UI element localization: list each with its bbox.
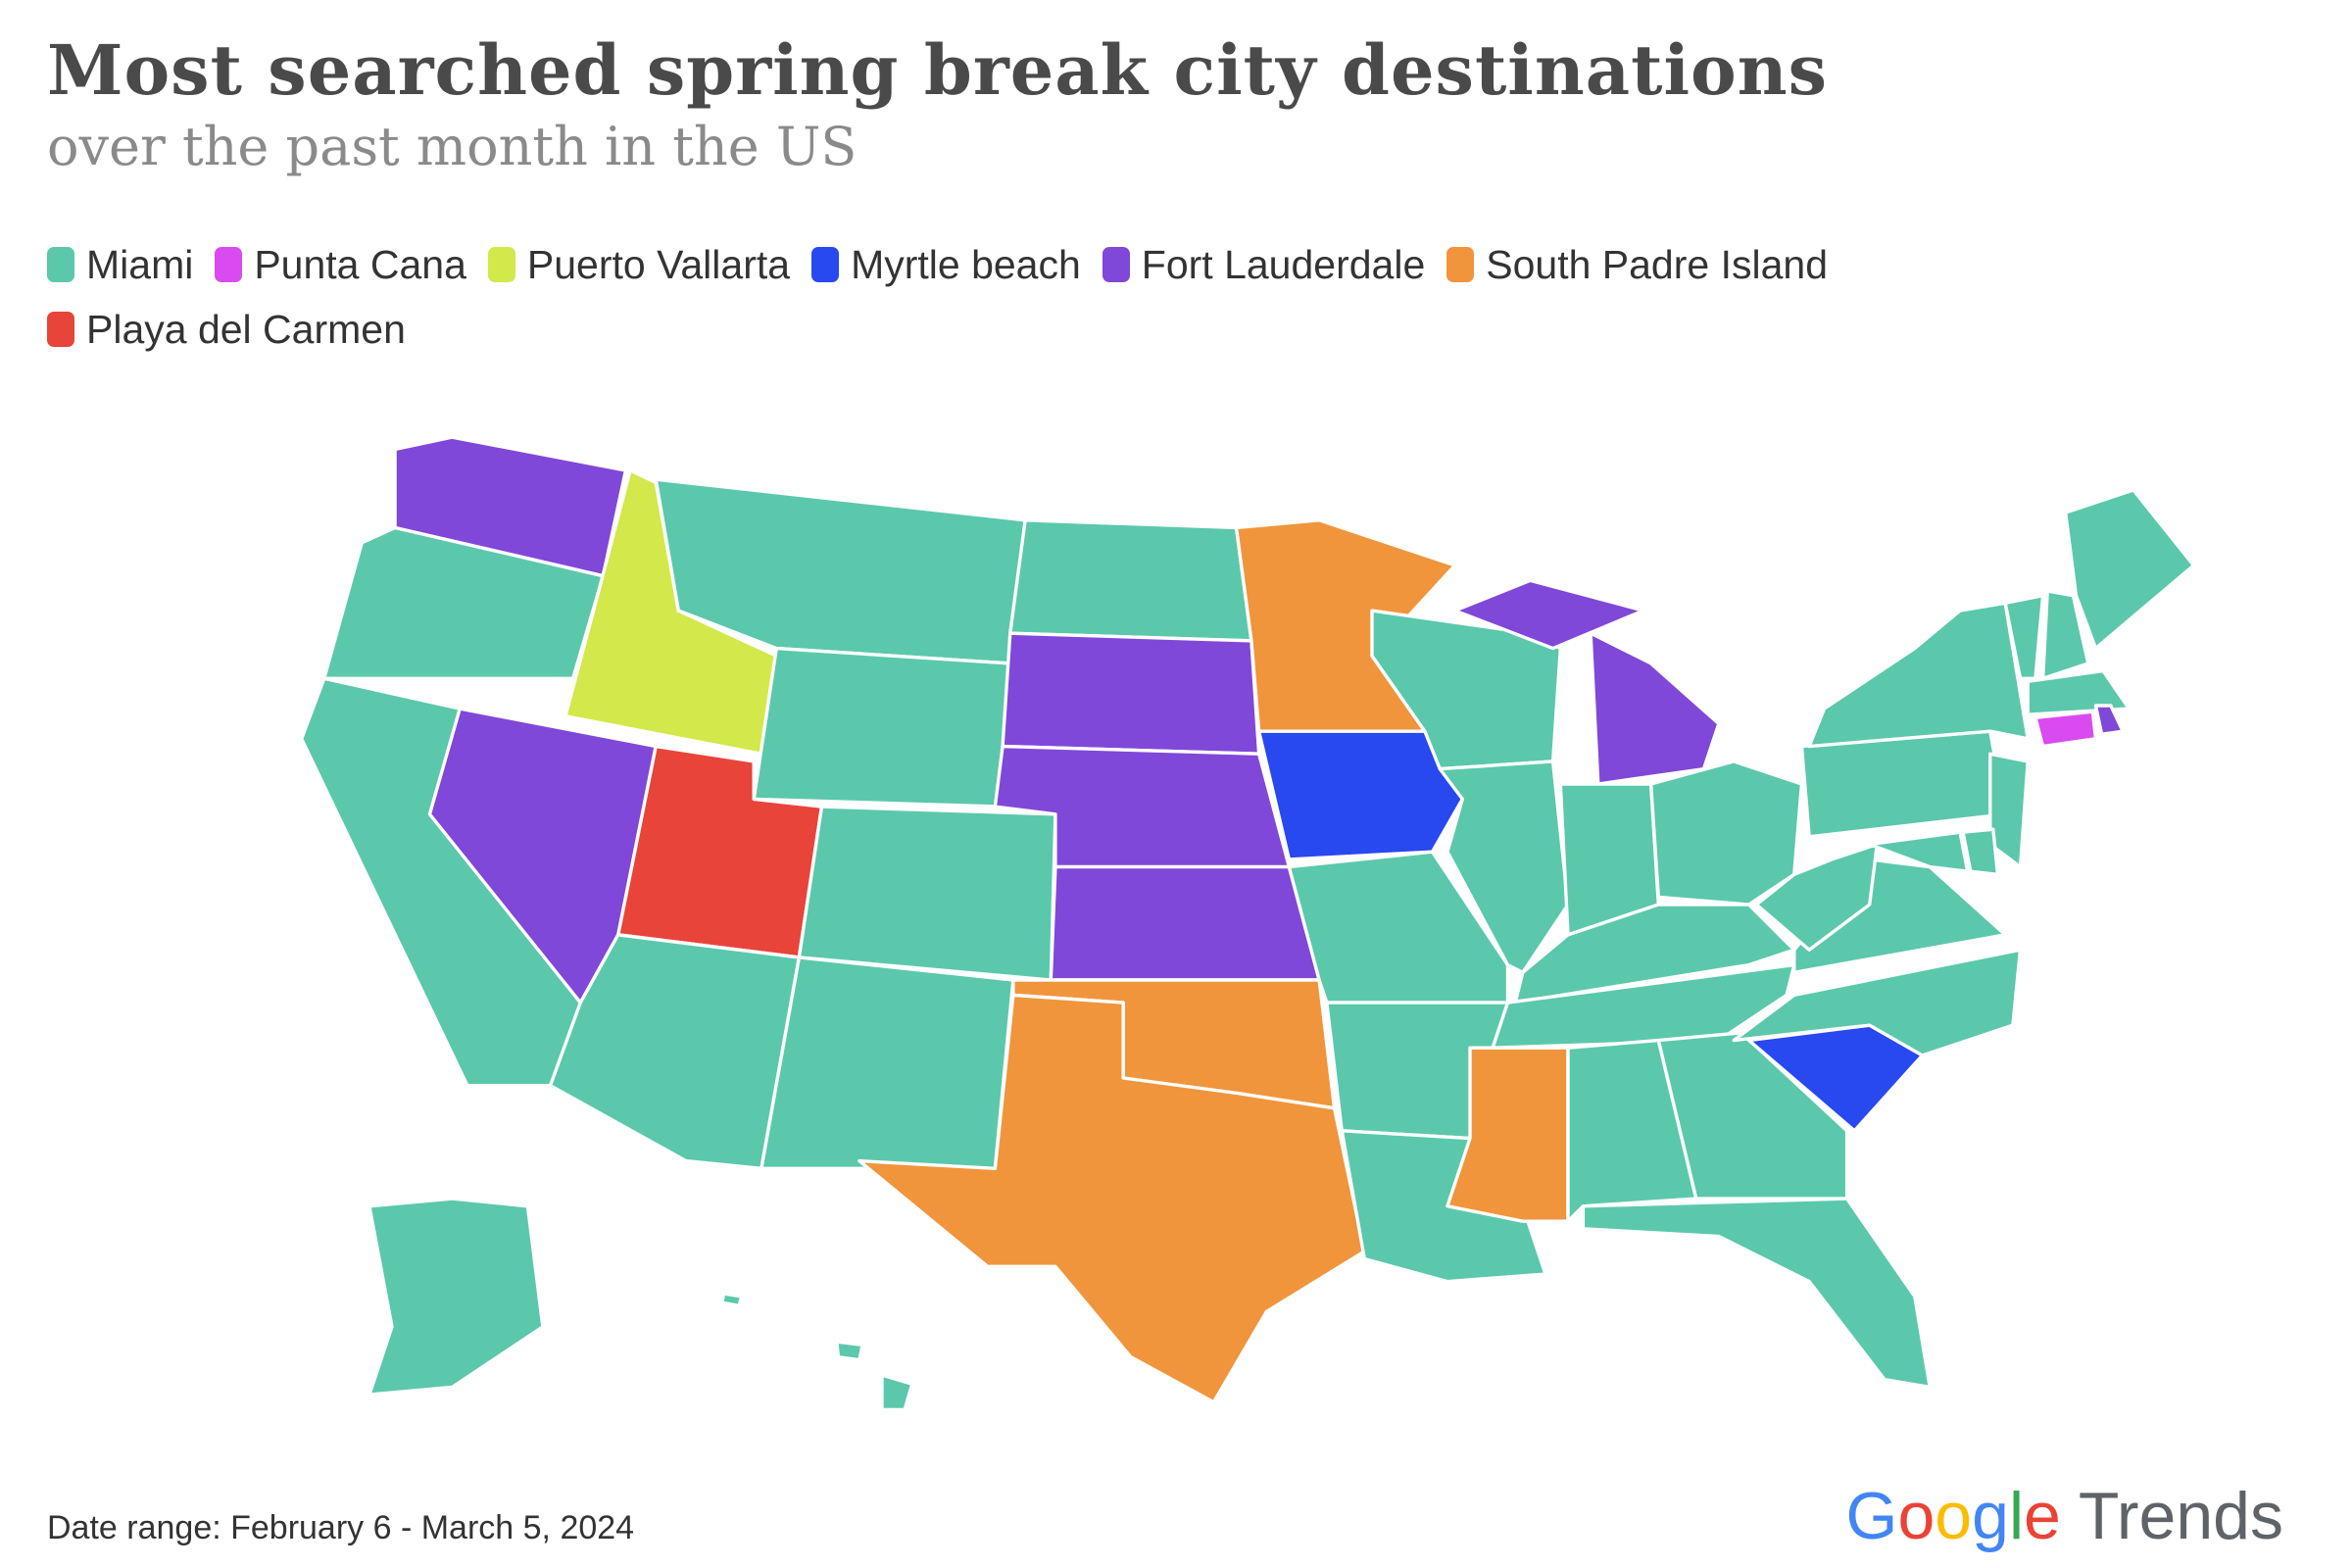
state-or [322, 525, 606, 681]
state-hi [880, 1373, 914, 1412]
state-nj [1988, 752, 2030, 869]
state-ri [2093, 704, 2125, 736]
legend-label: Playa del Carmen [86, 306, 406, 352]
legend: Miami Punta Cana Puerto Vallarta Myrtle … [47, 239, 2203, 355]
legend-label: Puerto Vallarta [526, 241, 791, 287]
google-trends-logo: Google Trends [1846, 1478, 2283, 1554]
legend-label: South Padre Island [1486, 241, 1828, 287]
state-de [1961, 827, 2000, 877]
state-nh [2040, 589, 2090, 681]
state-tx [858, 993, 1366, 1404]
legend-item-punta-cana: Punta Cana [215, 239, 466, 290]
state-mi [1589, 631, 1721, 786]
state-ia [1256, 729, 1464, 861]
legend-swatch [215, 247, 243, 282]
state-nm [760, 956, 1015, 1170]
state-co [797, 805, 1057, 982]
state-ak [368, 1197, 545, 1396]
state-hi [720, 1292, 744, 1307]
state-wy [752, 646, 1012, 808]
google-wordmark: Google [1845, 1479, 2061, 1553]
date-range: Date range: February 6 - March 5, 2024 [47, 1509, 635, 1546]
legend-swatch [47, 247, 74, 282]
state-tn [1491, 962, 1796, 1050]
state-oh [1648, 760, 1804, 906]
state-ga [1656, 1031, 1849, 1200]
legend-swatch [487, 247, 515, 282]
chart-subtitle: over the past month in the US [47, 116, 858, 177]
legend-item-fort-lauderdale: Fort Lauderdale [1102, 239, 1425, 290]
state-ct [2034, 710, 2098, 749]
state-pa [1799, 729, 2007, 839]
state-wa [393, 435, 628, 578]
legend-label: Fort Lauderdale [1141, 241, 1426, 287]
state-ks [1049, 864, 1321, 982]
trends-wordmark: Trends [2078, 1479, 2283, 1553]
state-wv [1754, 842, 1880, 952]
legend-label: Myrtle beach [851, 241, 1081, 287]
state-al [1566, 1038, 1698, 1223]
state-ma [2026, 668, 2131, 716]
legend-swatch [47, 312, 74, 347]
state-il [1438, 760, 1570, 975]
state-sd [1001, 631, 1261, 756]
state-hi [835, 1340, 864, 1362]
legend-swatch [1102, 247, 1130, 282]
legend-item-puerto-vallarta: Puerto Vallarta [487, 239, 791, 290]
chart-title: Most searched spring break city destinat… [47, 29, 1829, 111]
state-me [2064, 488, 2196, 651]
state-vt [2003, 594, 2045, 681]
legend-item-miami: Miami [47, 239, 193, 290]
state-nc [1732, 948, 2023, 1057]
legend-label: Punta Cana [254, 241, 466, 287]
legend-item-south-padre-island: South Padre Island [1446, 239, 1828, 290]
legend-swatch [811, 247, 840, 282]
legend-label: Miami [86, 241, 194, 287]
legend-swatch [1446, 247, 1475, 282]
state-fl [1581, 1197, 1932, 1390]
state-md [1868, 830, 1970, 873]
state-mi [1452, 578, 1645, 651]
legend-item-playa-del-carmen: Playa del Carmen [47, 304, 406, 355]
state-ny [1807, 601, 2030, 749]
legend-item-myrtle-beach: Myrtle beach [811, 239, 1081, 290]
state-nd [1008, 518, 1253, 643]
